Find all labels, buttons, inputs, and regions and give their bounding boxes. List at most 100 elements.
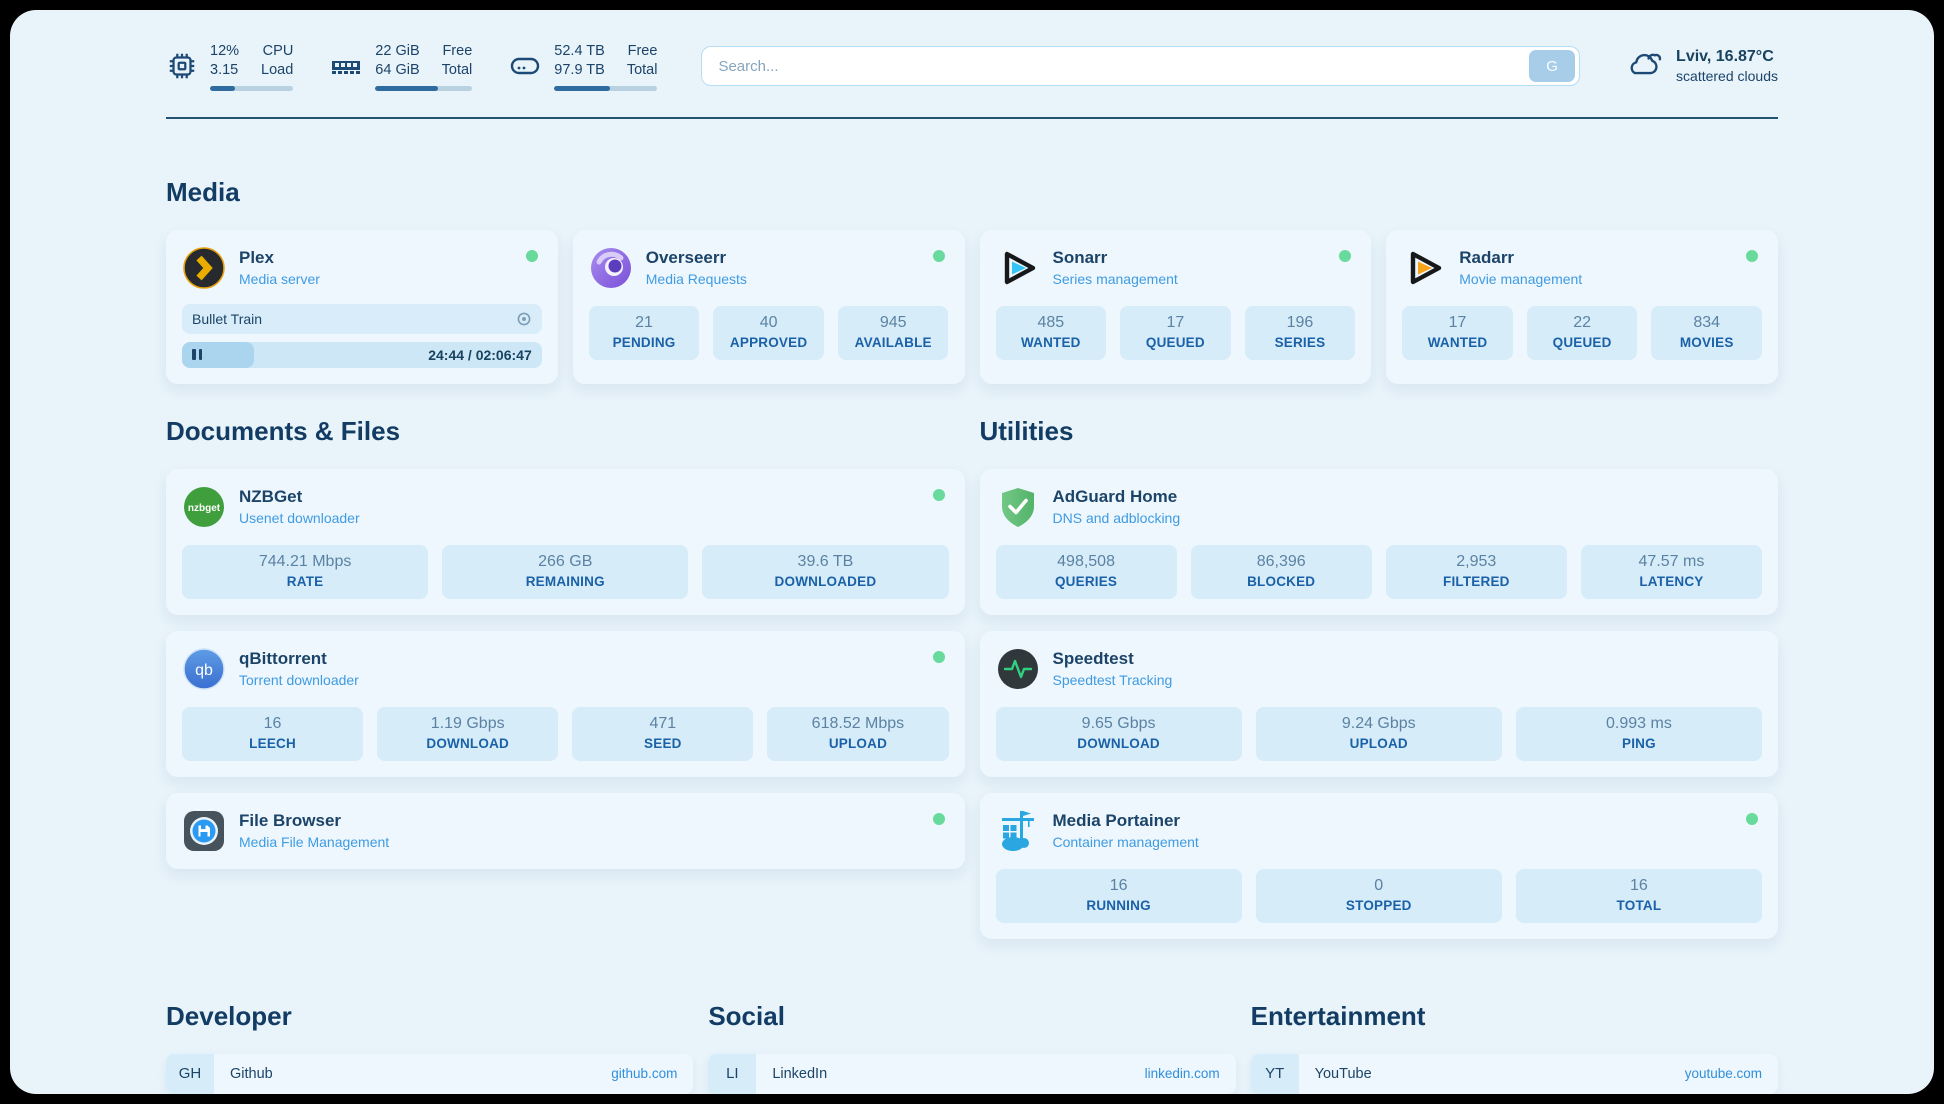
memory-icon <box>329 42 363 91</box>
stat-label: RUNNING <box>1086 897 1151 913</box>
app-card-nzbget[interactable]: nzbget NZBGet Usenet downloader 744.21 M… <box>166 468 965 615</box>
pause-icon[interactable] <box>192 349 202 361</box>
stat-value: 834 <box>1693 313 1721 331</box>
section-title-developer: Developer <box>166 1000 292 1031</box>
stat-value: 86,396 <box>1256 552 1306 570</box>
stat-value: 1.19 Gbps <box>430 714 505 732</box>
svg-text:nzbget: nzbget <box>188 503 221 514</box>
app-card-portainer[interactable]: Media Portainer Container management 16 … <box>979 792 1778 939</box>
stat-label: QUEUED <box>1552 334 1612 350</box>
top-bar: 12% 3.15 CPU Load <box>166 10 1778 91</box>
stat-label: BLOCKED <box>1247 573 1316 589</box>
stat-label: RATE <box>286 573 324 589</box>
stat-value: 9.24 Gbps <box>1341 714 1416 732</box>
stat-label: MOVIES <box>1679 334 1734 350</box>
stat-tile-ping: 0.993 ms PING <box>1515 706 1763 761</box>
session-info-icon[interactable] <box>516 311 532 327</box>
cpu-widget: 12% 3.15 CPU Load <box>166 42 294 91</box>
stat-value: 16 <box>263 714 282 732</box>
section-title-utilities: Utilities <box>979 415 1074 446</box>
section-title-documents: Documents & Files <box>166 415 401 446</box>
status-dot <box>932 650 945 663</box>
stat-value: 0 <box>1374 876 1384 894</box>
app-card-plex[interactable]: Plex Media server Bullet Train 24:44 / 0… <box>166 229 558 384</box>
app-description: DNS and adblocking <box>1052 510 1181 527</box>
app-description: Usenet downloader <box>239 510 360 527</box>
app-card-speedtest[interactable]: Speedtest Speedtest Tracking 9.65 Gbps D… <box>979 630 1778 777</box>
stat-tile-seed: 471 SEED <box>572 706 754 761</box>
cpu-progress-bar <box>210 85 294 91</box>
stat-label: LEECH <box>249 735 296 751</box>
stat-value: 471 <box>649 714 677 732</box>
app-card-adguard[interactable]: AdGuard Home DNS and adblocking 498,508 … <box>979 468 1778 615</box>
stat-tile-queued: 22 QUEUED <box>1526 305 1638 360</box>
memory-progress-fill <box>375 85 439 91</box>
stat-label: PING <box>1622 735 1656 751</box>
disk-progress-bar <box>554 85 658 91</box>
status-dot <box>1746 249 1758 262</box>
disk-widget: 52.4 TB 97.9 TB Free Total <box>508 42 658 91</box>
utilities-column: Utilities <box>979 415 1778 939</box>
mid-grid: Documents & Files nzbget NZBGet <box>166 416 1778 939</box>
playback-progress-bar: 24:44 / 02:06:47 <box>182 341 542 368</box>
bookmark-link-github[interactable]: GH Github github.com <box>166 1053 694 1094</box>
disk-free-value: 52.4 TB <box>554 43 605 59</box>
app-name: Overseerr <box>645 248 727 268</box>
disk-free-label: Free <box>627 43 658 59</box>
app-card-sonarr[interactable]: Sonarr Series management 485 WANTED 17 Q… <box>979 229 1372 384</box>
header-divider <box>166 116 1778 119</box>
stat-value: 47.57 ms <box>1638 552 1705 570</box>
stat-tile-queries: 498,508 QUERIES <box>995 544 1177 599</box>
stat-label: APPROVED <box>729 334 808 350</box>
status-dot <box>932 488 945 501</box>
stat-label: SERIES <box>1274 334 1326 350</box>
stat-label: SEED <box>644 735 682 751</box>
bookmark-name: YouTube <box>1314 1065 1372 1082</box>
stat-value: 945 <box>879 313 907 331</box>
stat-value: 0.993 ms <box>1606 714 1672 732</box>
app-name: Plex <box>239 248 274 268</box>
app-card-qbittorrent[interactable]: qb qBittorrent Torrent downloader 16 LEE… <box>166 630 965 777</box>
stat-label: QUERIES <box>1054 573 1118 589</box>
stat-value: 2,953 <box>1456 552 1497 570</box>
bookmark-link-youtube[interactable]: YT YouTube youtube.com <box>1250 1053 1778 1094</box>
bookmark-url: linkedin.com <box>1144 1066 1220 1082</box>
app-card-filebrowser[interactable]: File Browser Media File Management <box>166 792 965 869</box>
bookmark-url: youtube.com <box>1684 1066 1762 1082</box>
stat-tile-rate: 744.21 Mbps RATE <box>182 544 429 599</box>
bookmark-name: LinkedIn <box>772 1065 828 1082</box>
cpu-load-value: 3.15 <box>210 61 239 78</box>
app-card-overseerr[interactable]: Overseerr Media Requests 21 PENDING 40 A… <box>572 229 965 384</box>
stat-tile-leech: 16 LEECH <box>182 706 364 761</box>
disk-progress-fill <box>554 85 610 91</box>
stat-label: AVAILABLE <box>854 334 932 350</box>
bookmark-abbr: YT <box>1250 1053 1299 1094</box>
stat-label: DOWNLOADED <box>774 573 877 589</box>
stat-value: 40 <box>759 313 778 331</box>
stat-label: DOWNLOAD <box>426 735 509 751</box>
stat-tile-series: 196 SERIES <box>1244 305 1356 360</box>
stat-tile-available: 945 AVAILABLE <box>837 305 949 360</box>
stat-label: STOPPED <box>1345 897 1412 913</box>
app-card-radarr[interactable]: Radarr Movie management 17 WANTED 22 QUE… <box>1386 229 1778 384</box>
stat-value: 17 <box>1448 313 1467 331</box>
app-description: Media File Management <box>239 834 390 851</box>
search-engine-button[interactable]: G <box>1529 50 1576 83</box>
stat-label: WANTED <box>1427 334 1488 350</box>
app-name: Media Portainer <box>1052 811 1181 831</box>
qbittorrent-icon: qb <box>182 647 226 691</box>
sonarr-icon <box>996 246 1040 290</box>
stat-value: 196 <box>1286 313 1314 331</box>
bookmark-link-linkedin[interactable]: LI LinkedIn linkedin.com <box>708 1053 1236 1094</box>
stat-tile-remaining: 266 GB REMAINING <box>442 544 689 599</box>
stat-tile-download: 9.65 Gbps DOWNLOAD <box>995 706 1242 761</box>
overseerr-icon <box>589 246 633 290</box>
weather-widget: Lviv, 16.87°C scattered clouds <box>1624 47 1778 86</box>
stat-value: 22 <box>1573 313 1592 331</box>
search-input[interactable] <box>701 46 1581 87</box>
cpu-progress-fill <box>210 85 235 91</box>
documents-column: Documents & Files nzbget NZBGet <box>166 416 965 939</box>
cpu-icon <box>166 42 198 91</box>
stat-tile-wanted: 485 WANTED <box>995 305 1107 360</box>
